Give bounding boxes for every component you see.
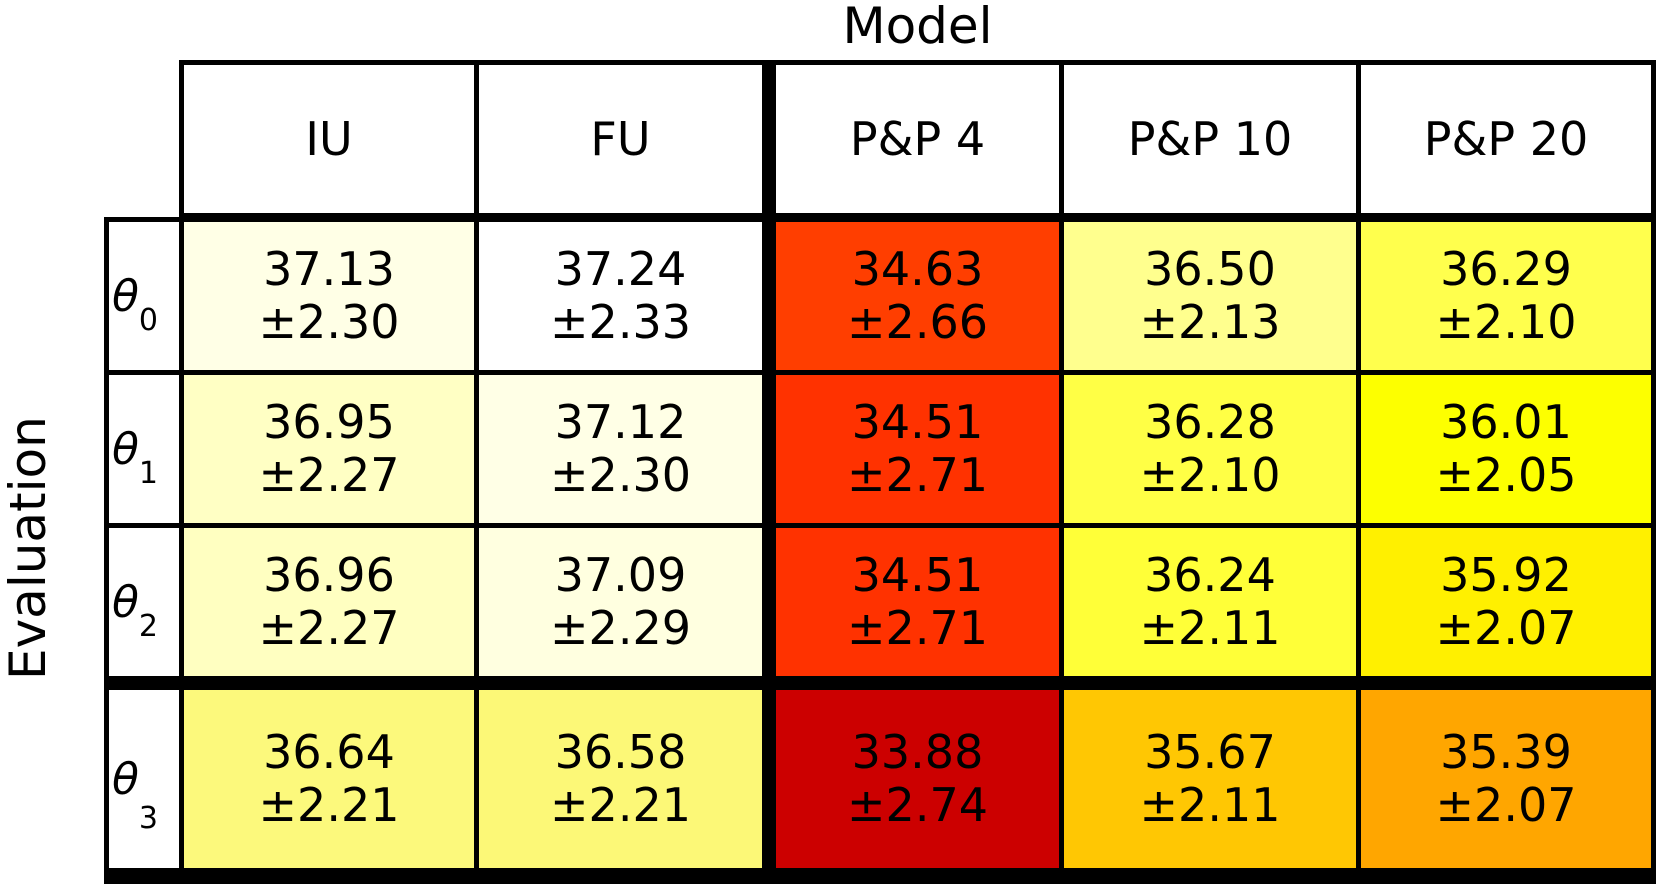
heatmap-cell-theta0-fu: 37.24 ±2.33 [479,222,762,370]
theta-symbol: θ [112,753,139,805]
theta-symbol: θ [112,270,139,322]
cell-value: 36.64 [263,724,395,779]
heatmap-cell-theta1-pp20: 36.01 ±2.05 [1361,375,1651,523]
heatmap-cell-theta1-pp4: 34.51 ±2.71 [767,375,1059,523]
cell-error: ±2.11 [1139,778,1281,832]
cell-error: ±2.71 [847,448,988,502]
theta-subscript: 3 [138,801,159,836]
cell-error: ±2.10 [1139,448,1281,502]
cell-value: 36.50 [1144,241,1276,296]
cell-error: ±2.29 [550,601,691,655]
cell-value: 37.24 [554,241,687,296]
heatmap-cell-theta0-iu: 37.13 ±2.30 [184,222,474,370]
cell-error: ±2.71 [847,601,988,655]
cell-value: 34.63 [851,241,984,296]
cell-error: ±2.10 [1435,295,1577,349]
cell-error: ±2.27 [258,448,400,502]
column-header-fu: FU [479,65,762,213]
cell-value: 37.09 [554,547,687,602]
cell-value: 36.58 [554,724,687,779]
column-header-pp20: P&P 20 [1361,65,1651,213]
row-axis-title: Evaluation [0,416,57,680]
theta-subscript: 1 [138,456,159,491]
cell-value: 33.88 [851,724,984,779]
heatmap-cell-theta2-pp4: 34.51 ±2.71 [767,528,1059,676]
cell-error: ±2.07 [1435,601,1577,655]
heatmap-cell-theta3-pp20: 35.39 ±2.07 [1361,681,1651,868]
cell-value: 36.95 [263,394,395,449]
column-header-pp10: P&P 10 [1064,65,1356,213]
column-header-row: IU FU P&P 4 P&P 10 P&P 20 [179,60,1656,218]
heatmap-cell-theta3-fu: 36.58 ±2.21 [479,681,762,868]
heatmap-cell-theta0-pp4: 34.63 ±2.66 [767,222,1059,370]
heatmap-cell-theta2-fu: 37.09 ±2.29 [479,528,762,676]
cell-value: 37.13 [263,241,395,296]
heatmap-cell-theta3-pp4: 33.88 ±2.74 [767,681,1059,868]
heatmap-cell-theta0-pp10: 36.50 ±2.13 [1064,222,1356,370]
cell-value: 34.51 [851,547,984,602]
cell-error: ±2.21 [550,778,691,832]
column-header-pp4: P&P 4 [767,65,1059,213]
cell-value: 36.24 [1144,547,1276,602]
cell-value: 35.92 [1440,547,1572,602]
heatmap-cell-theta2-pp10: 36.24 ±2.11 [1064,528,1356,676]
cell-error: ±2.30 [550,448,691,502]
heatmap-cell-theta0-pp20: 36.29 ±2.10 [1361,222,1651,370]
cell-error: ±2.11 [1139,601,1281,655]
cell-value: 36.01 [1440,394,1572,449]
cell-value: 34.51 [851,394,984,449]
theta-symbol: θ [112,576,139,628]
cell-value: 35.39 [1440,724,1572,779]
heatmap-cell-theta3-pp10: 35.67 ±2.11 [1064,681,1356,868]
heatmap-cell-theta1-fu: 37.12 ±2.30 [479,375,762,523]
theta-subscript: 2 [138,609,159,644]
heatmap-cell-theta3-iu: 36.64 ±2.21 [184,681,474,868]
cell-value: 36.28 [1144,394,1276,449]
cell-value: 35.67 [1144,724,1276,779]
cell-error: ±2.33 [550,295,691,349]
cell-error: ±2.21 [258,778,400,832]
theta-symbol: θ [112,423,139,475]
column-header-iu: IU [184,65,474,213]
theta-subscript: 0 [138,303,159,338]
cell-error: ±2.27 [258,601,400,655]
cell-error: ±2.30 [258,295,400,349]
heatmap-cell-theta1-iu: 36.95 ±2.27 [184,375,474,523]
heatmap-cell-theta2-iu: 36.96 ±2.27 [184,528,474,676]
cell-error: ±2.05 [1435,448,1577,502]
column-axis-title: Model [842,0,993,55]
heatmap-cell-theta2-pp20: 35.92 ±2.07 [1361,528,1651,676]
cell-error: ±2.66 [847,295,988,349]
heatmap-cell-theta1-pp10: 36.28 ±2.10 [1064,375,1356,523]
cell-error: ±2.13 [1139,295,1281,349]
cell-value: 36.29 [1440,241,1572,296]
cell-error: ±2.07 [1435,778,1577,832]
cell-value: 36.96 [263,547,395,602]
cell-value: 37.12 [554,394,687,449]
cell-error: ±2.74 [847,778,988,832]
